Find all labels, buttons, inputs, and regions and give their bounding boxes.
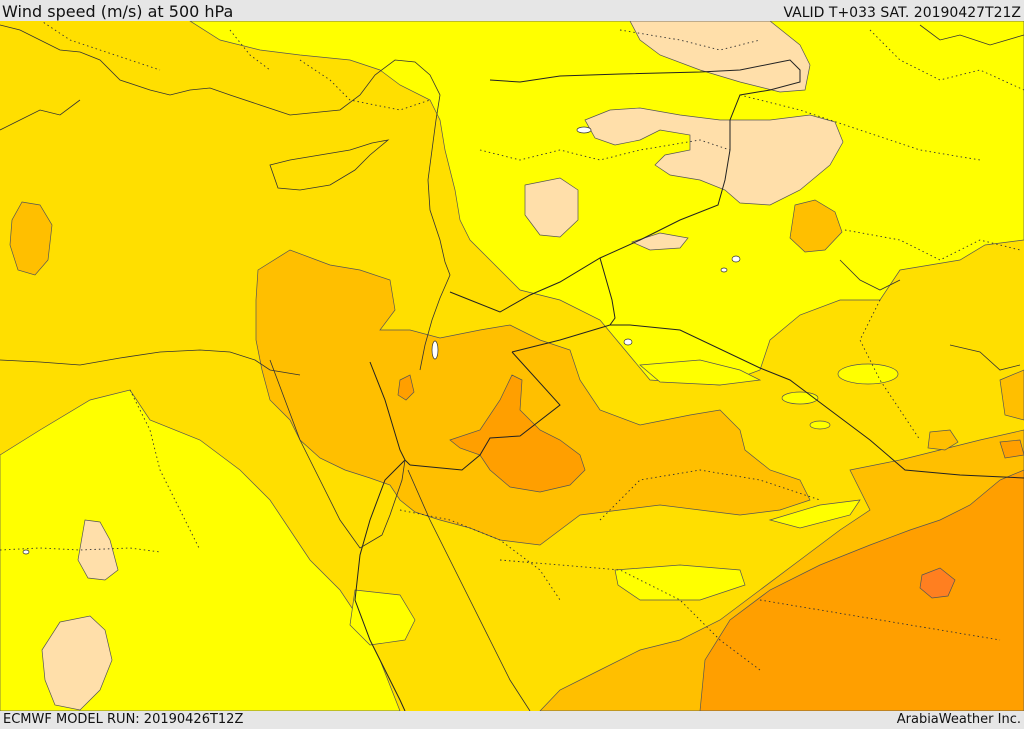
yellow-lobe-central	[639, 359, 762, 386]
mid-orange-se	[699, 469, 1024, 711]
yellow-blob-1	[837, 363, 899, 385]
peach-blob-2	[631, 232, 689, 251]
header-bar: Wind speed (m/s) at 500 hPa VALID T+033 …	[0, 0, 1024, 21]
mid-orange-gulf-top	[999, 439, 1024, 459]
yellow-blob-2	[781, 391, 819, 405]
region-borders	[0, 21, 1024, 671]
yellow-blob-3	[809, 420, 831, 430]
light-orange-turkey	[9, 201, 53, 276]
peach-region-syria	[584, 107, 844, 206]
light-orange-iraq	[789, 199, 843, 253]
weather-map[interactable]	[0, 21, 1024, 711]
wind-speed-map-svg	[0, 21, 1024, 711]
mid-orange-region-jordan	[449, 374, 586, 493]
model-run: ECMWF MODEL RUN: 20190426T12Z	[3, 712, 244, 727]
chart-title: Wind speed (m/s) at 500 hPa	[2, 2, 234, 21]
peach-blob-1	[524, 177, 579, 238]
valid-time: VALID T+033 SAT. 20190427T21Z	[783, 5, 1021, 21]
coastlines	[0, 24, 1024, 711]
footer-bar: ECMWF MODEL RUN: 20190426T12Z ArabiaWeat…	[0, 711, 1024, 729]
peach-region-n	[629, 21, 811, 93]
light-orange-region	[255, 249, 811, 546]
lakes	[22, 126, 741, 555]
light-orange-gulf	[927, 429, 959, 451]
peach-blob-libya-1	[77, 519, 119, 581]
yellow-blob-5	[614, 564, 746, 601]
yellow-blob-4	[768, 499, 861, 529]
country-borders	[354, 59, 1024, 711]
peach-blob-libya-2	[41, 615, 113, 711]
light-orange-east	[999, 369, 1024, 421]
mid-orange-small	[397, 374, 415, 401]
yellow-region-ne	[189, 21, 1024, 386]
credit: ArabiaWeather Inc.	[896, 712, 1021, 727]
dark-orange-blob	[919, 567, 956, 599]
